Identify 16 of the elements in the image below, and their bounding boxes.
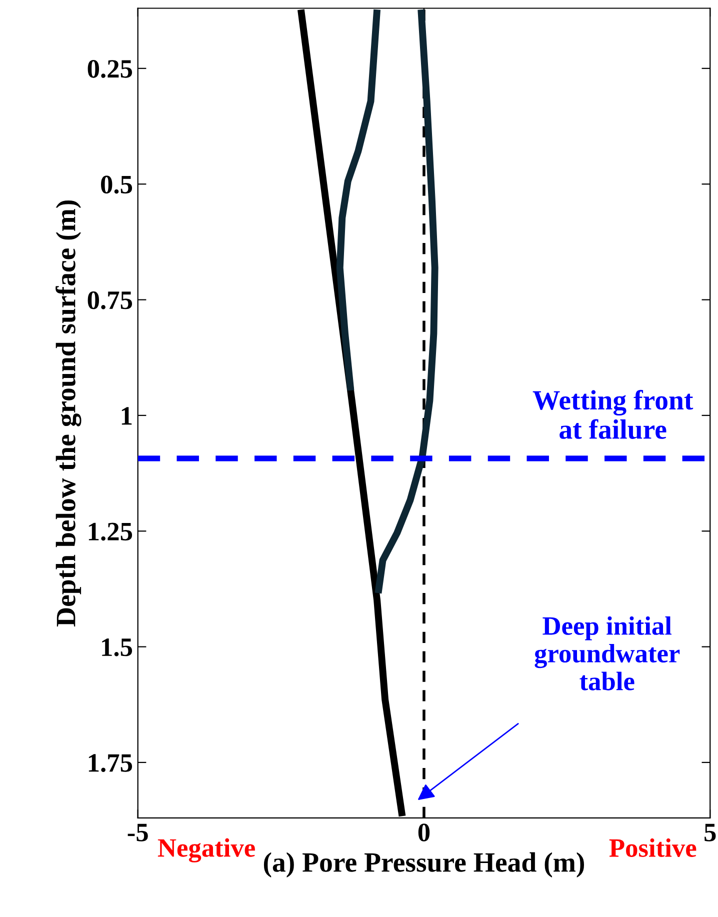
x-tick-label: -5 [128, 824, 148, 842]
x-tick-label: 0 [418, 824, 430, 842]
y-tick-label: 0.75 [88, 291, 132, 310]
text: Positive [609, 838, 696, 857]
ref-line-label: Wetting front at failure [532, 390, 694, 439]
x-tick-label: 5 [704, 824, 716, 842]
y-tick-label: 1.25 [88, 522, 132, 541]
y-tick-label: 1 [122, 407, 132, 425]
y-tick-label: 1.75 [88, 754, 132, 772]
x-axis-title: (a) Pore Pressure Head (m) [264, 852, 584, 878]
y-tick-label: 1.5 [102, 638, 132, 656]
y-tick-label: 0.25 [88, 60, 132, 78]
annotation: Deep initial groundwater table [534, 616, 680, 690]
y-tick-label: 0.5 [101, 176, 132, 194]
y-axis-title: Depth below the ground surface (m) [56, 200, 82, 626]
text: Negative [158, 838, 255, 862]
